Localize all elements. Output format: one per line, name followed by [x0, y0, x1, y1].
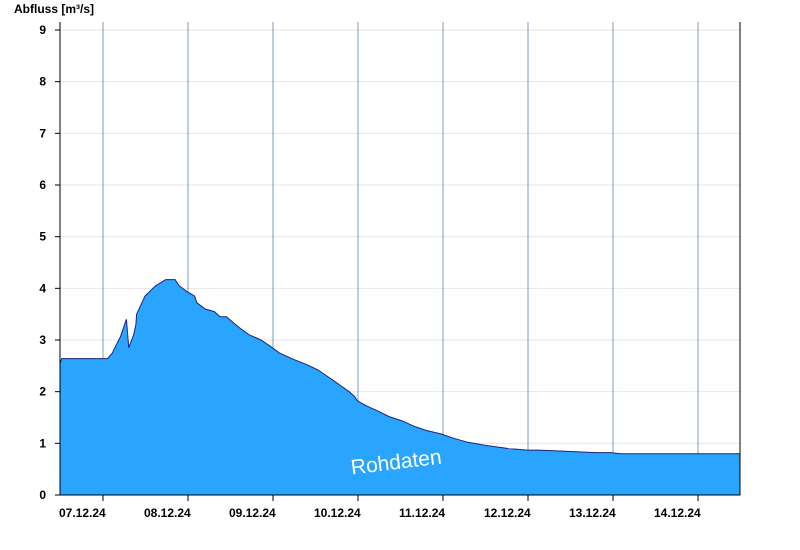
x-ticks: 07.12.24 08.12.24 09.12.24 10.12.24 11.12.24… [59, 495, 701, 520]
y-tick-label: 2 [39, 385, 46, 399]
y-tick-label: 4 [39, 281, 46, 295]
y-tick-label: 5 [39, 230, 46, 244]
y-tick-label: 1 [39, 436, 46, 450]
y-ticks: 0 1 2 3 4 5 6 7 8 9 [39, 23, 60, 502]
y-tick-label: 0 [39, 488, 46, 502]
x-tick-label: 12.12.24 [484, 506, 531, 520]
x-tick-label: 08.12.24 [144, 506, 191, 520]
y-axis-title: Abfluss [m³/s] [14, 2, 94, 16]
x-tick-label: 11.12.24 [399, 506, 445, 520]
y-tick-label: 7 [39, 126, 46, 140]
discharge-area [59, 279, 741, 496]
x-tick-label: 09.12.24 [229, 506, 276, 520]
x-tick-label: 07.12.24 [59, 506, 106, 520]
x-tick-label: 14.12.24 [654, 506, 701, 520]
y-tick-label: 8 [39, 75, 46, 89]
y-tick-label: 6 [39, 178, 46, 192]
axes [59, 22, 741, 496]
y-tick-label: 9 [39, 23, 46, 37]
y-tick-label: 3 [39, 333, 46, 347]
x-tick-label: 13.12.24 [569, 506, 616, 520]
x-tick-label: 10.12.24 [314, 506, 361, 520]
